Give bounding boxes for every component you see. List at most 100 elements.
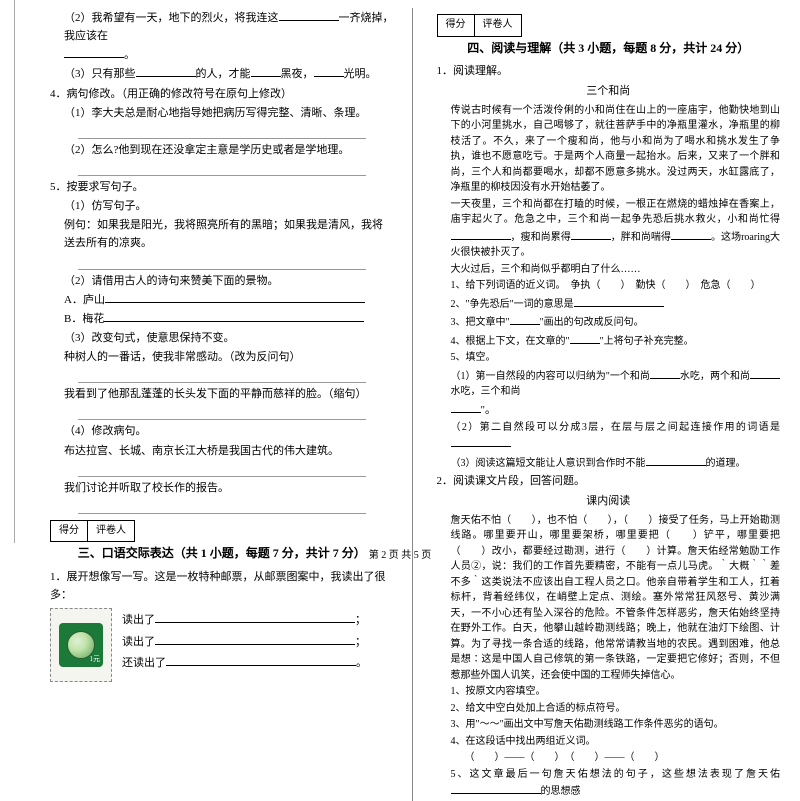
qq2: 2、给文中空白处加上合适的标点符号。: [437, 701, 781, 717]
i5: 5．按要求写句子。: [50, 178, 394, 196]
readout-2: 读出了；: [122, 633, 394, 651]
blank: [510, 313, 540, 325]
i4-1: （1）李大夫总是耐心地指导她把病历写得完整、清晰、条理。: [50, 104, 394, 122]
p2b: ，瘦和尚累得: [511, 232, 571, 243]
score-cell-a: 得分: [437, 14, 475, 37]
rq5-2: （2）第二自然段可以分成3层，在层与层之间起连接作用的词语是: [437, 420, 781, 453]
blank: [64, 46, 124, 58]
qq5a: 的思想感: [541, 786, 581, 797]
rq5-1ct: "。: [481, 404, 497, 416]
story-title-1: 三个和尚: [437, 82, 781, 100]
blank: [451, 228, 511, 240]
blank: [750, 367, 780, 379]
q3: （3）只有那些的人，才能黑夜，光明。: [50, 65, 394, 83]
blank-line: [78, 161, 366, 176]
i5-2: （2）请借用古人的诗句来赞美下面的景物。: [50, 272, 394, 290]
i5-4b: 我们讨论并听取了校长作的报告。: [50, 479, 394, 497]
stamp-inner: 1元: [59, 623, 103, 667]
score-cell-b: 评卷人: [475, 14, 522, 37]
blank-line: [78, 499, 366, 514]
qq1: 1、按原文内容填空。: [437, 684, 781, 700]
blank: [104, 310, 364, 322]
story-title-2: 课内阅读: [437, 492, 781, 510]
p2c: ，胖和尚喘得: [611, 232, 671, 243]
i4: 4．病句修改。（用正确的修改符号在原句上修改）: [50, 85, 394, 103]
rq5: 5、填空。: [437, 350, 781, 366]
blank-line: [78, 368, 366, 383]
blank: [574, 295, 664, 307]
stamp-row: 1元 读出了； 读出了； 还读出了。: [50, 608, 394, 682]
rq5-3a: 的道理。: [706, 458, 746, 469]
readout-1: 读出了；: [122, 611, 394, 629]
i5-2b-text: B．梅花: [64, 313, 104, 325]
blank: [646, 454, 706, 466]
blank: [251, 65, 281, 77]
blank: [650, 367, 680, 379]
i4-2: （2）怎么?他到现在还没拿定主意是学历史或者是学地理。: [50, 141, 394, 159]
blank-line: [78, 255, 366, 270]
p1: 传说古时候有一个活泼伶俐的小和尚住在山上的一座庙宇，他勤快地到山下的小河里挑水，…: [437, 103, 781, 196]
rq4b: "上将句子补充完整。: [600, 336, 694, 347]
rc: 还读出了: [122, 657, 166, 669]
blank: [105, 291, 365, 303]
blank-row: 。: [50, 46, 394, 64]
qq5: 5、这文章最后一句詹天佑想法的句子，这些想法表现了詹天佑的思想感: [437, 767, 781, 800]
blank-line: [78, 405, 366, 420]
sec3-1: 1．展开想像写一写。这是一枚特种邮票，从邮票图案中，我读出了很多：: [50, 568, 394, 604]
rq3: 3、把文章中" "画出的句改成反问句。: [437, 313, 781, 331]
i5-2a: A．庐山: [50, 291, 394, 309]
blank: [166, 654, 356, 666]
blank: [451, 435, 511, 447]
r2: 2．阅读课文片段，回答问题。: [437, 472, 781, 490]
score-cell-b: 评卷人: [88, 520, 135, 543]
page-footer: 第 2 页 共 5 页: [0, 546, 800, 561]
section4-title: 四、阅读与理解（共 3 小题，每题 8 分，共计 24 分）: [437, 39, 781, 59]
qq3: 3、用"～～"画出文中写詹天佑勘测线路工作条件恶劣的语句。: [437, 717, 781, 733]
q3b: 的人，才能: [196, 68, 251, 80]
rq4: 4、根据上下文，在文章的""上将句子补充完整。: [437, 332, 781, 350]
right-column: 得分 评卷人 四、阅读与理解（共 3 小题，每题 8 分，共计 24 分） 1．…: [433, 8, 781, 801]
page-edge: [14, 0, 15, 543]
rq3t: 3、把文章中": [451, 317, 510, 328]
i5-3: （3）改变句式，使意思保持不变。: [50, 329, 394, 347]
score-box-left: 得分 评卷人: [50, 520, 394, 543]
rq2: 2、"争先恐后"一词的意思是: [437, 295, 781, 313]
r1: 1．阅读理解。: [437, 62, 781, 80]
rq5-3: （3）阅读这篇短文能让人意识到合作时不能 的道理。: [437, 454, 781, 472]
blank: [451, 782, 541, 794]
rq3b: "画出的句改成反问句。: [540, 317, 644, 328]
rq5-1b: 水吃，三个和尚: [451, 386, 521, 397]
page-container: （2）我希望有一天，地下的烈火，将我连这一齐烧掉，我应该在 。 （3）只有那些的…: [0, 0, 800, 801]
blank: [279, 9, 339, 21]
i5-3b: 我看到了他那乱蓬蓬的长头发下面的平静而慈祥的脸。（缩句）: [50, 385, 394, 403]
rq5-3t: （3）阅读这篇短文能让人意识到合作时不能: [451, 458, 646, 469]
stamp-value: 1元: [90, 654, 101, 666]
qq4: 4、在这段话中找出两组近义词。: [437, 734, 781, 750]
i5-2a-text: A．庐山: [64, 294, 105, 306]
rq5-2t: （2）第二自然段可以分成3层，在层与层之间起连接作用的词语是: [451, 422, 781, 433]
stamp-lines: 读出了； 读出了； 还读出了。: [122, 608, 394, 674]
blank-line: [78, 462, 366, 477]
p3: 大火过后，三个和尚似乎都明白了什么……: [437, 262, 781, 278]
q3-text: （3）只有那些: [64, 68, 136, 80]
blank: [155, 633, 355, 645]
i5-4: （4）修改病句。: [50, 422, 394, 440]
blank: [570, 332, 600, 344]
q3d: 光明。: [344, 68, 377, 80]
blank: [451, 401, 481, 413]
qq5t: 5、这文章最后一句詹天佑想法的句子，这些想法表现了詹天佑: [451, 769, 781, 780]
rq2t: 2、"争先恐后"一词的意思是: [451, 299, 574, 310]
score-box-right: 得分 评卷人: [437, 14, 781, 37]
blank: [671, 228, 711, 240]
rq5-1t: （1）第一自然段的内容可以归纳为"一个和尚: [451, 371, 650, 382]
ra: 读出了: [122, 614, 155, 626]
p4: 詹天佑不怕（ ），也不怕（ ），（ ）接受了任务，马上开始勘测线路。哪里要开山，…: [437, 513, 781, 684]
q2-text: （2）我希望有一天，地下的烈火，将我连这: [64, 12, 279, 24]
rq5-1a: 水吃，两个和尚: [680, 371, 750, 382]
blank: [136, 65, 196, 77]
stamp-image: 1元: [50, 608, 112, 682]
blank-line: [78, 124, 366, 139]
q2c: 。: [124, 49, 135, 61]
blank: [155, 611, 355, 623]
qq4a: （ ）——（ ） （ ）——（ ）: [437, 750, 781, 766]
